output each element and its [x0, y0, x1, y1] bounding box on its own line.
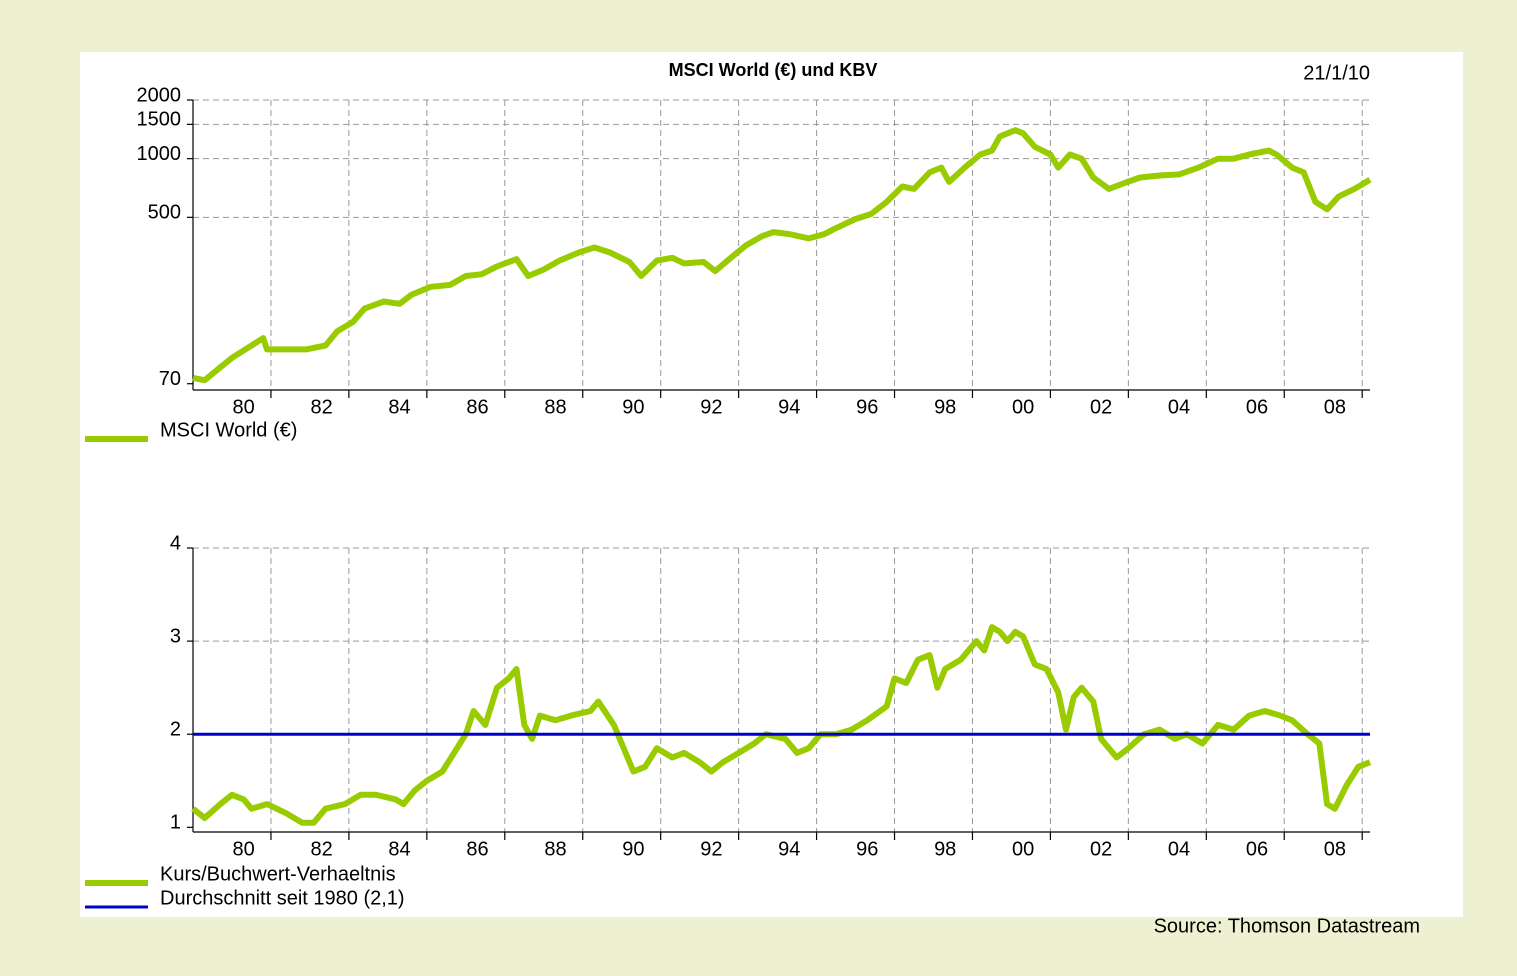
series-line: [191, 624, 1372, 826]
x-tick-label: 08: [1324, 396, 1346, 418]
y-tick-label: 1000: [137, 143, 182, 165]
y-tick-label: 2: [170, 719, 181, 741]
x-tick-label: 88: [544, 838, 566, 860]
x-tick-label: 00: [1012, 838, 1034, 860]
x-tick-label: 98: [934, 396, 956, 418]
x-tick-label: 02: [1090, 838, 1112, 860]
x-tick-label: 96: [856, 396, 878, 418]
x-tick-label: 98: [934, 838, 956, 860]
y-tick-label: 3: [170, 625, 181, 647]
date: 21/1/10: [1303, 62, 1370, 84]
x-tick-label: 04: [1168, 396, 1190, 418]
x-tick-label: 92: [700, 838, 722, 860]
legend-label: MSCI World (€): [160, 419, 297, 441]
x-tick-label: 82: [310, 838, 332, 860]
x-tick-label: 90: [622, 396, 644, 418]
chart-title: MSCI World (€) und KBV: [669, 60, 878, 80]
y-tick-label: 4: [170, 532, 181, 554]
x-tick-label: 84: [388, 396, 410, 418]
x-tick-label: 90: [622, 838, 644, 860]
x-tick-label: 96: [856, 838, 878, 860]
y-tick-label: 70: [159, 368, 181, 390]
x-tick-label: 06: [1246, 396, 1268, 418]
series-line: [192, 127, 1372, 384]
x-tick-label: 94: [778, 396, 800, 418]
x-tick-label: 86: [466, 838, 488, 860]
x-tick-label: 92: [700, 396, 722, 418]
x-tick-label: 80: [233, 838, 255, 860]
x-tick-label: 82: [310, 396, 332, 418]
x-tick-label: 06: [1246, 838, 1268, 860]
y-tick-label: 500: [148, 202, 181, 224]
x-tick-label: 02: [1090, 396, 1112, 418]
legend-label: Kurs/Buchwert-Verhaeltnis: [160, 863, 396, 885]
x-tick-label: 94: [778, 838, 800, 860]
panel: [80, 52, 1463, 917]
y-tick-label: 1: [170, 812, 181, 834]
x-tick-label: 86: [466, 396, 488, 418]
x-tick-label: 88: [544, 396, 566, 418]
x-tick-label: 84: [388, 838, 410, 860]
x-tick-label: 80: [233, 396, 255, 418]
x-tick-label: 04: [1168, 838, 1190, 860]
x-tick-label: 00: [1012, 396, 1034, 418]
x-tick-label: 08: [1324, 838, 1346, 860]
legend-label: Durchschnitt seit 1980 (2,1): [160, 887, 405, 909]
y-tick-label: 1500: [137, 109, 182, 131]
source: Source: Thomson Datastream: [1154, 915, 1420, 937]
y-tick-label: 2000: [137, 84, 182, 106]
